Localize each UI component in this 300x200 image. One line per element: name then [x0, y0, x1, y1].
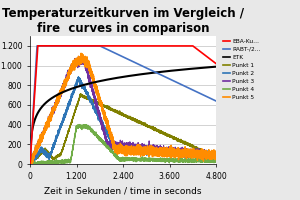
Legend: EBA-Ku…, RABT-/2…, ETK, Punkt 1, Punkt 2, Punkt 3, Punkt 4, Punkt 5: EBA-Ku…, RABT-/2…, ETK, Punkt 1, Punkt 2… [221, 36, 263, 102]
X-axis label: Zeit in Sekunden / time in seconds: Zeit in Sekunden / time in seconds [44, 186, 202, 195]
Title: Temperaturzeitkurven im Vergleich /
fire  curves in comparison: Temperaturzeitkurven im Vergleich / fire… [2, 7, 244, 35]
